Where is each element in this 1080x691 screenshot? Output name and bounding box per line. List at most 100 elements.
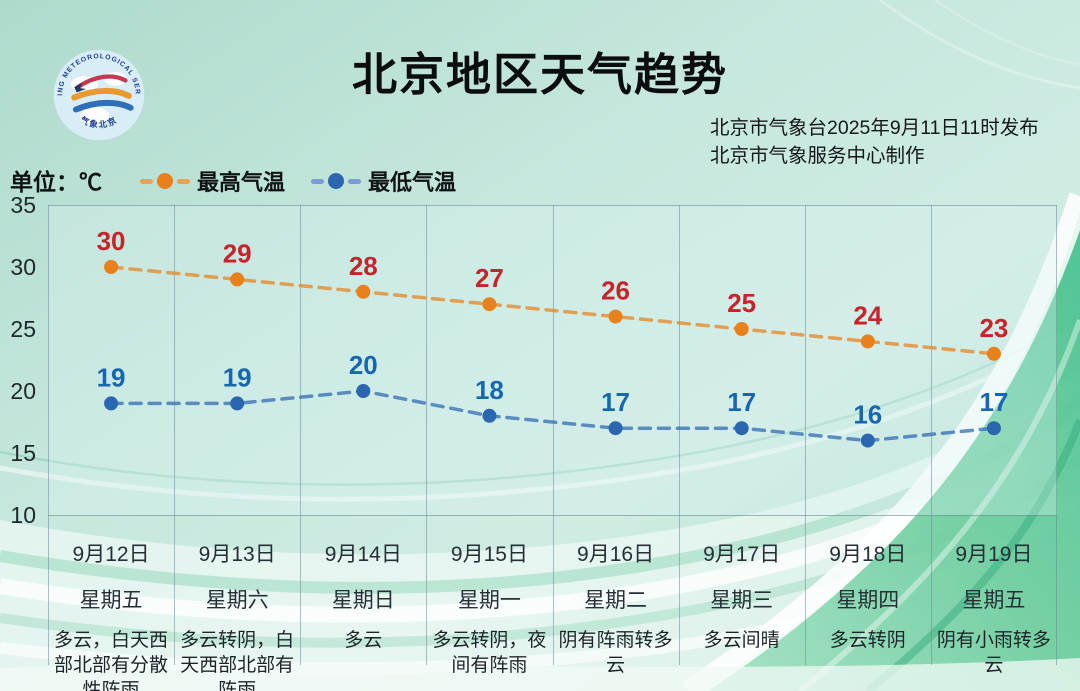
day-column: 9月13日星期六多云转阴，白天西部北部有阵雨	[174, 515, 300, 691]
logo-red-swoosh	[75, 74, 128, 90]
column-grid-line	[48, 205, 49, 665]
day-date: 9月17日	[703, 543, 781, 566]
low-marker	[482, 408, 497, 423]
plot-area	[48, 205, 1057, 515]
high-value-label: 23	[979, 313, 1008, 343]
plot-border-line	[48, 205, 1057, 206]
issue-info: 北京市气象台2025年9月11日11时发布 北京市气象服务中心制作	[710, 114, 1060, 171]
column-grid-line	[174, 205, 175, 665]
high-value-label: 26	[601, 276, 630, 306]
day-weekday: 星期四	[836, 589, 900, 612]
day-weather-text: 多云转阴	[829, 630, 906, 651]
high-value-label: 24	[853, 300, 882, 330]
logo-orange-swoosh	[71, 87, 132, 101]
day-weather-text: 阴有阵雨转多云	[558, 630, 673, 677]
y-axis: 35 30 25 20 15 10	[0, 192, 40, 528]
day-weather-text: 阴有小雨转多云	[936, 630, 1051, 677]
column-grid-line	[426, 205, 427, 665]
low-series-line	[109, 389, 996, 443]
legend: 最高气温 最低气温	[140, 165, 456, 197]
day-column: 9月18日星期四多云转阴	[805, 515, 931, 691]
issue-line-2: 北京市气象服务中心制作	[710, 145, 925, 168]
day-weather-text: 多云	[344, 630, 383, 651]
low-value-label: 20	[349, 350, 378, 380]
low-marker	[608, 421, 623, 436]
high-value-label: 27	[475, 263, 504, 293]
unit-label: 单位：℃	[10, 169, 102, 195]
day-weekday: 星期二	[584, 589, 648, 612]
chart-grid	[48, 205, 1057, 665]
day-date: 9月15日	[450, 543, 528, 566]
day-weekday: 星期一	[457, 589, 521, 612]
high-value-label: 30	[97, 226, 126, 256]
high-marker	[986, 346, 1001, 361]
low-marker	[986, 421, 1001, 436]
column-grid-line	[679, 205, 680, 665]
y-tick: 25	[10, 316, 36, 342]
low-value-label: 16	[853, 400, 882, 430]
high-marker	[104, 260, 119, 274]
y-tick: 30	[10, 254, 36, 280]
y-tick: 10	[10, 502, 36, 528]
page-title: 北京地区天气趋势	[351, 49, 728, 100]
high-line-swatch-icon	[140, 173, 190, 189]
low-marker	[356, 384, 371, 398]
logo-blue-swoosh	[72, 99, 134, 113]
low-value-label: 17	[979, 387, 1008, 417]
day-weekday: 星期日	[331, 589, 395, 612]
meteorological-service-logo: BEIJING METEOROLOGICAL SERVICE 气象北京	[52, 48, 145, 141]
day-weekday: 星期三	[710, 589, 774, 612]
low-value-label: 19	[97, 362, 126, 392]
high-series-line	[109, 265, 996, 356]
high-marker	[608, 309, 623, 324]
legend-item-high: 最高气温	[140, 165, 285, 197]
day-weekday: 星期五	[962, 589, 1026, 612]
high-value-label: 28	[349, 251, 378, 281]
day-column: 9月17日星期三多云间晴	[679, 515, 805, 691]
day-date: 9月13日	[198, 543, 276, 566]
low-value-label: 18	[475, 375, 504, 405]
day-column: 9月14日星期日多云	[300, 515, 426, 691]
day-date: 9月18日	[829, 543, 907, 566]
legend-item-low: 最低气温	[311, 165, 456, 197]
day-date: 9月12日	[72, 543, 150, 566]
day-date: 9月16日	[577, 543, 655, 566]
issue-line-1: 北京市气象台2025年9月11日11时发布	[710, 117, 1039, 139]
column-grid-line	[805, 205, 806, 665]
high-marker	[356, 284, 371, 299]
column-grid-line	[553, 205, 554, 665]
high-marker	[734, 322, 749, 336]
low-value-label: 17	[727, 387, 756, 417]
day-weekday: 星期五	[79, 589, 143, 612]
day-weekday: 星期六	[205, 589, 269, 612]
day-weather-text: 多云转阴，白天西部北部有阵雨	[180, 630, 295, 691]
low-value-label: 19	[223, 362, 252, 392]
legend-label-high: 最高气温	[197, 170, 286, 195]
high-marker	[230, 272, 245, 287]
day-date: 9月19日	[955, 543, 1033, 566]
low-line-swatch-icon	[311, 173, 362, 189]
column-grid-line	[1056, 205, 1057, 665]
day-label-rows: 9月12日 星期五 多云，白天西部北部有分散性阵雨 9月13日 星期六 多云转阴，白天西部…	[48, 515, 1057, 691]
series-plot: 30 29 28 27 26 25 24 23 19 19 20 18 17 17 16 17	[97, 226, 1008, 448]
high-value-label: 29	[223, 238, 252, 268]
high-marker	[860, 334, 875, 349]
day-weather-text: 多云间晴	[703, 630, 780, 651]
day-weather-text: 多云转阴，夜间有阵雨	[432, 630, 547, 677]
y-tick: 20	[10, 378, 36, 404]
day-column: 9月19日星期五阴有小雨转多云	[931, 515, 1057, 691]
y-tick: 15	[10, 440, 36, 466]
low-marker	[104, 396, 119, 411]
low-value-label: 17	[601, 387, 630, 417]
column-grid-line	[300, 205, 301, 665]
low-marker	[860, 433, 875, 448]
high-marker	[482, 297, 497, 312]
high-value-label: 25	[727, 288, 756, 318]
day-date: 9月14日	[324, 543, 402, 566]
y-tick: 35	[10, 192, 36, 218]
low-marker	[734, 421, 749, 436]
day-column: 9月15日星期一多云转阴，夜间有阵雨	[426, 515, 552, 691]
legend-label-low: 最低气温	[368, 170, 457, 195]
